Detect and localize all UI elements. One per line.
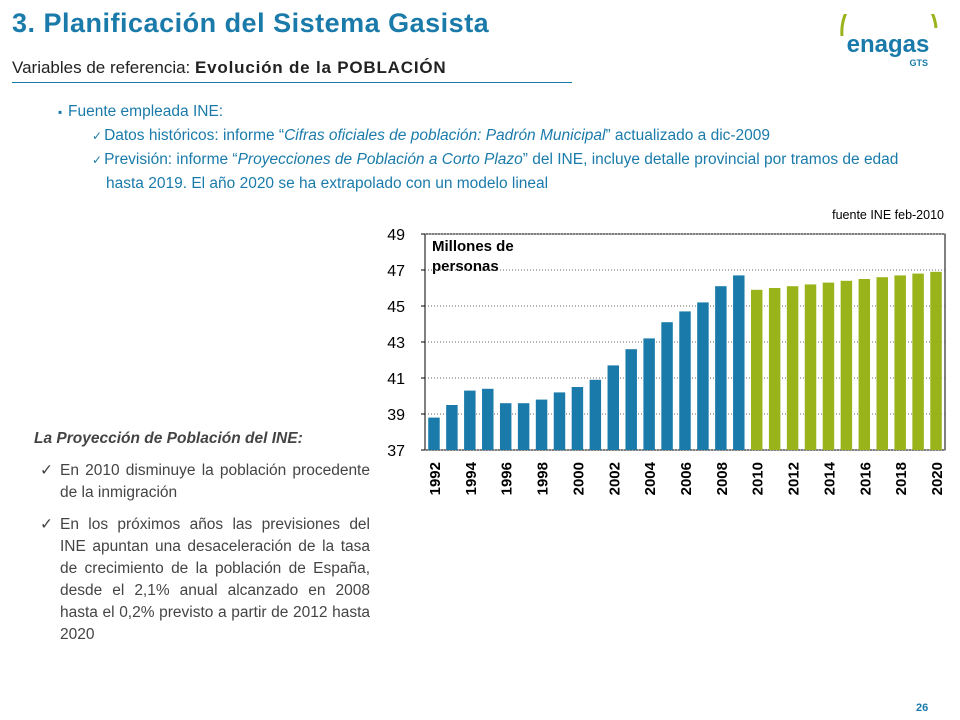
bar (625, 349, 637, 450)
x-tick-label: 2014 (821, 461, 838, 495)
plot-frame (424, 233, 946, 451)
bar (553, 392, 566, 450)
bar (482, 388, 494, 450)
bar (428, 417, 440, 450)
bar (930, 271, 942, 450)
bar (643, 338, 655, 450)
bar (912, 273, 924, 450)
bar (499, 403, 512, 450)
bar (858, 279, 871, 450)
subtitle-label: Variables de referencia: (12, 58, 191, 77)
bar (804, 284, 817, 450)
text-part: Previsión: informe “ (104, 151, 238, 168)
bar (464, 390, 476, 450)
subtitle-emphasis: Evolución de la POBLACIÓN (195, 58, 447, 77)
logo-arc (840, 14, 938, 37)
page-number: 26 (916, 702, 929, 714)
x-tick-label: 2008 (714, 462, 731, 495)
bar (876, 277, 888, 450)
text-part: Datos históricos: informe “ (104, 127, 285, 144)
title: 3. Planificación del Sistema Gasista (12, 8, 490, 38)
bar (661, 322, 673, 450)
text-part: Proyecciones de Población a Corto Plazo (237, 151, 523, 168)
annotation: fuente INE feb-2010 (832, 208, 944, 222)
x-tick-label: 2010 (750, 462, 767, 495)
text-part: ” del INE, incluye detalle provincial po… (106, 151, 899, 192)
source-item: Datos históricos: informe “Cifras oficia… (78, 124, 940, 148)
x-tick-label: 2018 (893, 462, 910, 495)
y-tick-label: 39 (387, 407, 405, 424)
bar (571, 387, 584, 450)
x-tick-label: 2016 (857, 462, 874, 495)
bar (822, 282, 835, 450)
bar (715, 286, 727, 450)
note-item: En 2010 disminuye la población procedent… (34, 460, 370, 504)
text-part: Cifras oficiales de población: Padrón Mu… (284, 127, 606, 144)
rule (12, 82, 572, 83)
y-label: personas (432, 258, 499, 275)
text-part: ” actualizado a dic-2009 (605, 127, 771, 144)
y-label: Millones de (432, 238, 514, 255)
x-tick-label: 2020 (929, 462, 946, 495)
x-tick-label: 2004 (642, 461, 659, 495)
logo-name: enagas (847, 31, 930, 58)
x-tick-label: 1996 (499, 462, 516, 495)
bar (517, 403, 530, 450)
bar (840, 280, 853, 450)
logo-sub: GTS (909, 58, 928, 68)
y-tick-label: 43 (387, 335, 405, 352)
note-item: En los próximos años las previsiones del… (34, 514, 370, 646)
y-tick-label: 45 (387, 299, 405, 316)
source-item: Previsión: informe “Proyecciones de Pobl… (78, 148, 940, 196)
bar (446, 405, 458, 450)
y-tick-label: 37 (387, 443, 405, 460)
x-tick-label: 2006 (678, 462, 695, 495)
logo: enagas GTS (840, 14, 938, 68)
bar (894, 275, 906, 450)
x-tick-label: 2012 (786, 462, 803, 495)
note-heading: La Proyección de Población del INE: (34, 430, 303, 447)
x-tick-label: 1994 (463, 461, 480, 495)
bar (768, 288, 781, 450)
bar (786, 286, 799, 450)
y-tick-label: 49 (387, 227, 405, 244)
bar (750, 289, 763, 450)
note: La Proyección de Población del INE: En 2… (34, 428, 370, 656)
x-tick-label: 2000 (570, 462, 587, 495)
bar (733, 275, 745, 450)
x-tick-label: 1998 (535, 462, 552, 495)
source-lead: Fuente empleada INE: (58, 100, 940, 124)
x-tick-label: 2002 (606, 462, 623, 495)
bar (607, 365, 620, 450)
source-list: Fuente empleada INE: Datos históricos: i… (58, 100, 940, 196)
bar (697, 302, 709, 450)
y-tick-label: 41 (387, 371, 405, 388)
x-tick-label: 1992 (427, 462, 444, 495)
subtitle: Variables de referencia: Evolución de la… (12, 58, 446, 78)
bar (535, 399, 548, 450)
bar (589, 379, 602, 450)
y-tick-label: 47 (387, 263, 405, 280)
bar (679, 311, 691, 450)
